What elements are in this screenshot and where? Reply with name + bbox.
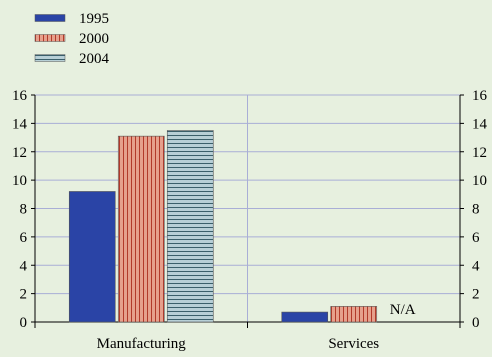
y-tick-label-left: 8 bbox=[20, 202, 28, 218]
y-tick-label-left: 2 bbox=[20, 287, 28, 303]
bar-1995-services bbox=[281, 311, 329, 323]
bars bbox=[68, 130, 378, 323]
legend-label-1995: 1995 bbox=[79, 11, 109, 27]
y-tick-label-left: 0 bbox=[20, 315, 28, 331]
legend-swatch-1995 bbox=[34, 14, 66, 22]
y-tick-label-left: 10 bbox=[12, 173, 27, 189]
y-tick-label-left: 14 bbox=[12, 116, 28, 132]
x-tick-label: Manufacturing bbox=[97, 336, 187, 352]
legend-label-2000: 2000 bbox=[79, 31, 109, 47]
legend-swatch-2004 bbox=[34, 54, 66, 62]
y-tick-label-right: 16 bbox=[472, 88, 488, 104]
y-tick-label-right: 8 bbox=[472, 202, 480, 218]
y-tick-label-right: 10 bbox=[472, 173, 487, 189]
y-tick-label-right: 0 bbox=[472, 315, 480, 331]
y-tick-label-left: 16 bbox=[12, 88, 28, 104]
y-tick-label-left: 4 bbox=[20, 258, 28, 274]
y-tick-label-left: 12 bbox=[12, 145, 27, 161]
y-tick-label-left: 6 bbox=[20, 230, 28, 246]
y-tick-label-right: 2 bbox=[472, 287, 480, 303]
x-tick-label: Services bbox=[328, 336, 379, 352]
y-tick-label-right: 6 bbox=[472, 230, 480, 246]
bar-2004-manufacturing bbox=[166, 130, 214, 323]
bar-2000-services bbox=[330, 306, 378, 323]
bar-2000-manufacturing bbox=[117, 135, 165, 323]
y-tick-label-right: 4 bbox=[472, 258, 480, 274]
legend: 1995 2000 2004 bbox=[34, 11, 110, 67]
na-annotation: N/A bbox=[390, 302, 416, 318]
labels: Manufacturing Services N/A bbox=[97, 302, 416, 352]
legend-swatch-2000 bbox=[34, 34, 66, 42]
legend-label-2004: 2004 bbox=[79, 51, 110, 67]
y-tick-label-right: 12 bbox=[472, 145, 487, 161]
bar-1995-manufacturing bbox=[68, 191, 116, 323]
y-tick-label-right: 14 bbox=[472, 116, 488, 132]
